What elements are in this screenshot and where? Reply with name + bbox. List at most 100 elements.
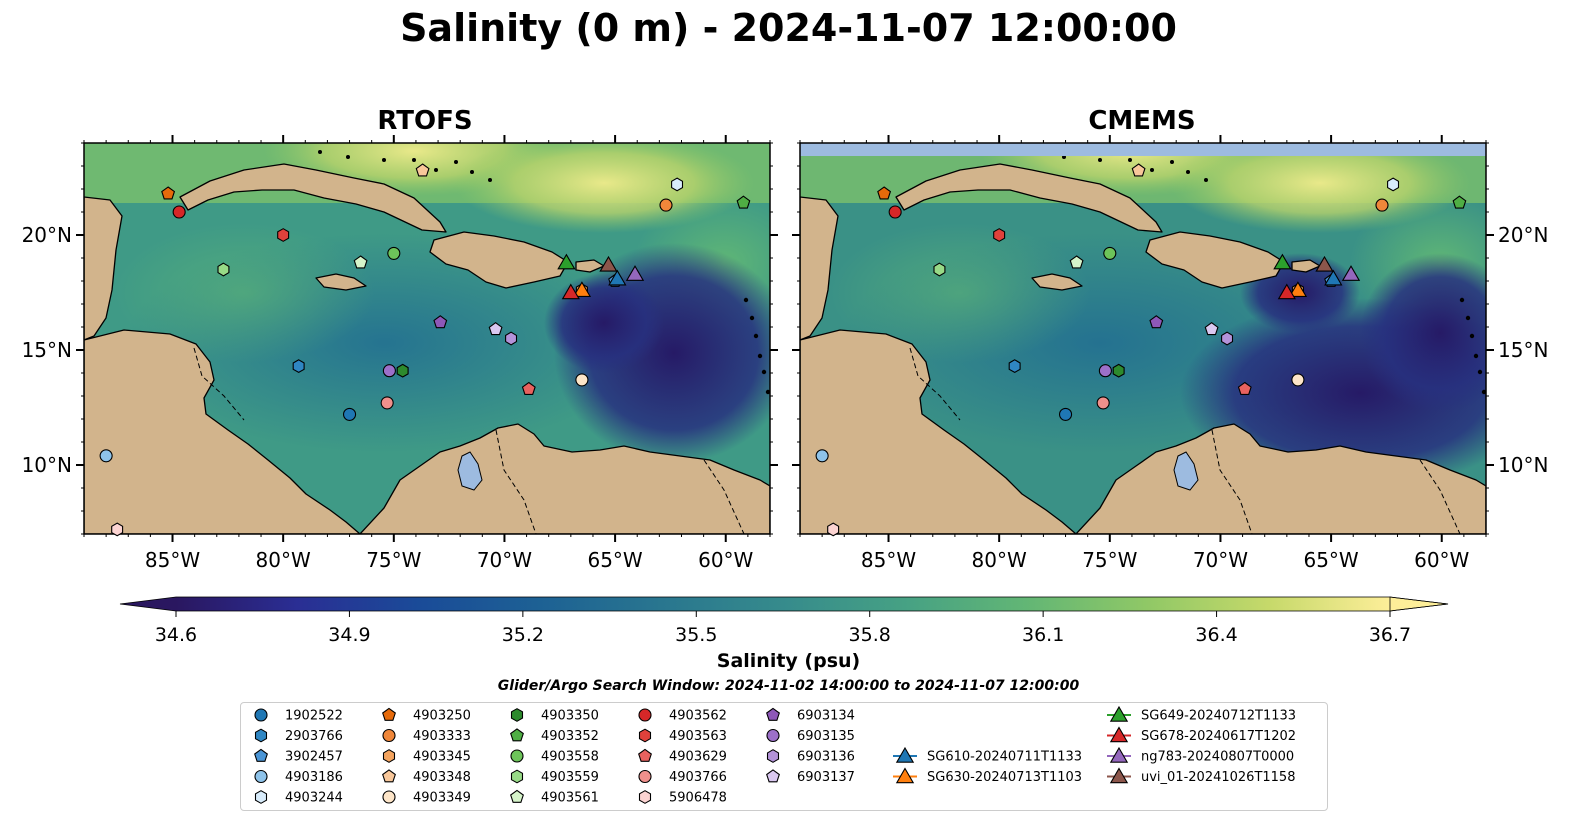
map-frame <box>83 142 771 535</box>
legend-marker <box>766 728 780 743</box>
legend-label: 4903348 <box>413 770 471 785</box>
legend-marker <box>638 769 652 784</box>
observation-markers <box>99 163 1467 537</box>
argo-float-6903136 <box>1221 331 1234 346</box>
argo-float-4903349 <box>1291 373 1305 387</box>
map-frames <box>83 142 1487 535</box>
colorbar-extend-low <box>120 597 176 611</box>
country-border <box>1211 429 1253 534</box>
glider-uvi_01-20241026T1158 <box>1315 255 1334 272</box>
legend-label: 4903629 <box>669 750 727 765</box>
colorbar: 34.6 34.9 35.2 35.5 35.8 36.1 36.4 36.7 <box>119 596 1449 646</box>
ocean-green-patch <box>830 223 1090 363</box>
legend-marker <box>766 707 780 721</box>
lake-maracaibo <box>457 451 483 491</box>
island-marker <box>1186 170 1190 174</box>
legend-label: 4903562 <box>669 709 727 724</box>
island-marker <box>757 353 763 359</box>
legend-label: 4903250 <box>413 709 471 724</box>
legend-marker <box>510 708 524 722</box>
argo-float-6903137 <box>488 322 503 336</box>
land-puerto-rico <box>1291 259 1321 273</box>
island-marker <box>1150 168 1154 172</box>
argo-float-1902522 <box>1058 407 1073 421</box>
colorbar-label: Salinity (psu) <box>716 650 861 672</box>
legend-marker <box>254 748 268 762</box>
argo-float-4903348 <box>415 163 430 177</box>
glider-uvi_01-20241026T1158 <box>599 255 618 272</box>
legend-label: uvi_01-20241026T1158 <box>1141 770 1295 785</box>
colorbar-tick-label: 35.5 <box>675 624 717 646</box>
legend-label: 4903349 <box>413 791 471 806</box>
legend-marker <box>382 769 396 783</box>
lat-tick-label: 15°N <box>1498 338 1548 362</box>
map-axis-ticks: 85°W 80°W 75°W 70°W 65°W 60°W 10°N 15°N 20°N 85°W… <box>22 135 1548 572</box>
argo-float-2903766 <box>1008 359 1021 374</box>
argo-float-4903349 <box>575 373 589 387</box>
glider-SG678-20240617T1202 <box>561 283 580 300</box>
legend-label: 4903350 <box>541 709 599 724</box>
argo-float-4903562 <box>172 205 186 219</box>
lon-tick-label: 85°W <box>145 548 200 572</box>
search-window-text: Glider/Argo Search Window: 2024-11-02 14… <box>497 678 1080 694</box>
legend-marker <box>1109 767 1129 784</box>
legend-label: 4903345 <box>413 750 471 765</box>
argo-float-4903559 <box>217 262 230 277</box>
legend-marker <box>510 769 524 784</box>
land-south-america <box>1075 423 1486 534</box>
colorbar-extend-high <box>1389 596 1449 612</box>
argo-float-5906478 <box>111 522 124 537</box>
island-marker <box>488 178 492 182</box>
legend-label: 2903766 <box>285 729 343 744</box>
argo-float-4903562 <box>888 205 902 219</box>
land-south-america <box>359 423 770 534</box>
argo-float-4903352 <box>1452 195 1467 209</box>
glider-SG630-20240713T1103 <box>572 281 592 297</box>
land-hispaniola <box>429 231 569 289</box>
argo-float-6903134 <box>433 315 448 329</box>
island-marker <box>1459 297 1465 303</box>
argo-float-4903333 <box>1375 198 1389 212</box>
map-frame <box>799 142 1487 535</box>
lake-maracaibo <box>1173 451 1199 491</box>
island-marker <box>765 389 770 395</box>
legend-label: 4903558 <box>541 750 599 765</box>
argo-float-4903333 <box>659 198 673 212</box>
island-marker <box>346 155 350 159</box>
argo-float-4903348 <box>1131 163 1146 177</box>
colorbar-bar <box>176 597 1390 611</box>
legend-label: 6903136 <box>797 750 855 765</box>
legend-label: 5906478 <box>669 791 727 806</box>
legend-marker <box>382 790 396 804</box>
ocean-low-salinity <box>1360 253 1486 413</box>
legend-marker <box>510 728 524 742</box>
argo-float-4903766 <box>1096 396 1110 410</box>
legend-marker <box>510 789 524 803</box>
island-marker <box>382 158 386 162</box>
legend-label: 6903135 <box>797 729 855 744</box>
lon-tick-label: 60°W <box>698 548 753 572</box>
island-marker <box>470 170 474 174</box>
land-jamaica <box>315 273 367 291</box>
land-central-america <box>84 329 361 534</box>
island-marker <box>1473 353 1479 359</box>
argo-float-4903561 <box>353 255 368 269</box>
ocean-green-patch <box>114 223 374 363</box>
island-marker <box>761 369 767 375</box>
legend-label: 4903559 <box>541 770 599 785</box>
argo-float-1902522 <box>342 407 357 421</box>
lon-tick-label: 65°W <box>587 548 642 572</box>
island-marker <box>743 297 749 303</box>
colorbar-tick-label: 34.6 <box>155 624 197 646</box>
colorbar-tick-label: 36.7 <box>1369 624 1411 646</box>
argo-float-4903186 <box>99 449 113 463</box>
legend-label: SG630-20240713T1103 <box>927 770 1082 785</box>
argo-float-6903135 <box>1098 364 1112 378</box>
legend-marker <box>766 769 780 783</box>
island-marker <box>1128 158 1132 162</box>
island-marker <box>1465 315 1471 321</box>
lon-tick-label: 80°W <box>972 548 1027 572</box>
legend-label: 3902457 <box>285 750 343 765</box>
legend-marker <box>254 728 268 743</box>
island-marker <box>1477 369 1483 375</box>
